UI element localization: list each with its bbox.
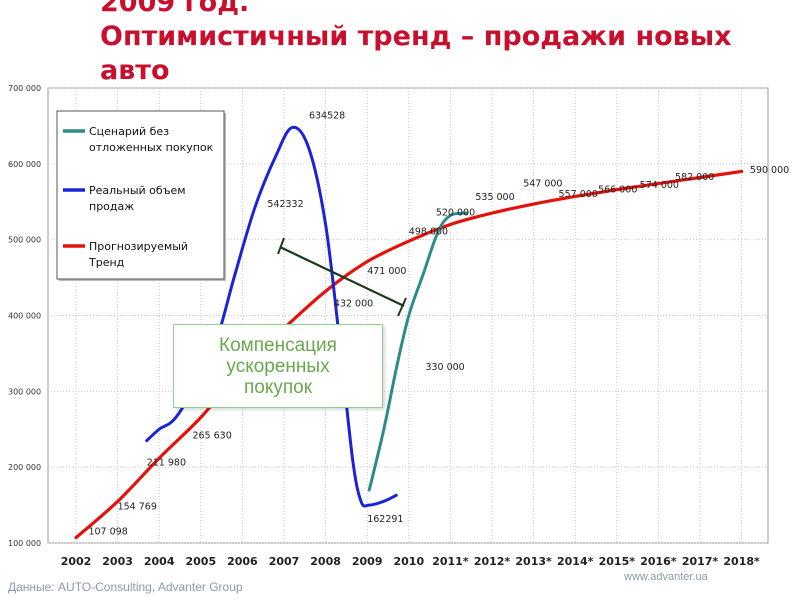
title-line-2: Оптимистичный тренд – продажи новых: [100, 21, 732, 52]
x-tick-label: 2013*: [515, 555, 552, 568]
title-line-3: авто: [100, 55, 170, 86]
x-tick-label: 2016*: [640, 555, 677, 568]
legend-label-forecast: Прогнозируемый: [89, 240, 188, 253]
data-label: 498 000: [409, 226, 448, 237]
data-label: 590 000: [750, 165, 789, 176]
data-label: 107 098: [88, 527, 127, 538]
x-tick-label: 2005: [185, 555, 216, 568]
legend-label-real: продаж: [89, 200, 134, 213]
callout-line-2: ускоренных: [226, 355, 330, 377]
data-label: 566 000: [598, 185, 637, 196]
compensation-line: [279, 246, 405, 307]
legend-box: [56, 110, 225, 280]
data-label: 432 000: [334, 298, 373, 309]
x-tick-label: 2008: [310, 555, 341, 568]
x-tick-label: 2003: [102, 555, 133, 568]
x-tick-label: 2006: [227, 555, 258, 568]
data-label: 582 000: [675, 172, 714, 183]
x-tick-label: 2014*: [557, 555, 594, 568]
source-note: Данные: AUTO-Consulting, Advanter Group: [8, 580, 243, 594]
legend-label-real: Реальный объем: [89, 184, 186, 197]
data-label: 520 000: [436, 207, 475, 218]
website-link[interactable]: www.advanter.ua: [624, 571, 708, 583]
x-tick-label: 2004: [144, 555, 175, 568]
x-tick-label: 2017*: [682, 555, 719, 568]
data-label: 557 000: [559, 189, 598, 200]
series-line-scenario: [367, 211, 469, 492]
x-tick-label: 2009: [352, 555, 383, 568]
legend-label-scenario: отложенных покупок: [89, 141, 214, 154]
callout-line-3: покупок: [243, 376, 313, 398]
data-label: 542332: [267, 199, 303, 210]
compensation-callout: Компенсация ускоренных покупок: [173, 324, 383, 408]
data-label: 265 630: [192, 430, 231, 441]
data-label: 574 000: [640, 180, 679, 191]
x-tick-label: 2011*: [432, 555, 469, 568]
title-line-1: 2009 год.: [100, 0, 250, 18]
y-tick-label: 300 000: [8, 387, 41, 396]
x-tick-label: 2015*: [599, 555, 636, 568]
x-tick-label: 2010: [393, 555, 424, 568]
data-label: 211 980: [147, 458, 186, 469]
y-tick-label: 200 000: [8, 463, 41, 472]
x-tick-label: 2012*: [474, 555, 511, 568]
data-label: 634528: [309, 110, 345, 121]
data-label: 330 000: [425, 362, 464, 373]
y-tick-label: 400 000: [8, 312, 41, 321]
legend-label-scenario: Сценарий без: [89, 125, 169, 138]
data-label: 471 000: [367, 266, 406, 277]
y-tick-label: 600 000: [8, 160, 41, 169]
page-title: 2009 год. Оптимистичный тренд – продажи …: [100, 0, 790, 88]
series-line-forecast: [74, 169, 744, 540]
data-label: 547 000: [523, 179, 562, 190]
x-tick-label: 2002: [61, 555, 92, 568]
x-tick-label: 2007: [269, 555, 300, 568]
data-label: 154 769: [118, 502, 157, 513]
y-tick-label: 700 000: [8, 84, 41, 93]
y-tick-label: 100 000: [8, 539, 41, 548]
data-label: 535 000: [475, 192, 514, 203]
callout-line-1: Компенсация: [219, 334, 337, 356]
compensation-line-cap: [277, 237, 285, 255]
x-tick-label: 2018*: [723, 555, 760, 568]
data-label: 162291: [367, 514, 403, 525]
legend-label-forecast: Тренд: [88, 256, 125, 269]
compensation-line-cap: [397, 297, 407, 317]
y-tick-label: 500 000: [8, 236, 41, 245]
